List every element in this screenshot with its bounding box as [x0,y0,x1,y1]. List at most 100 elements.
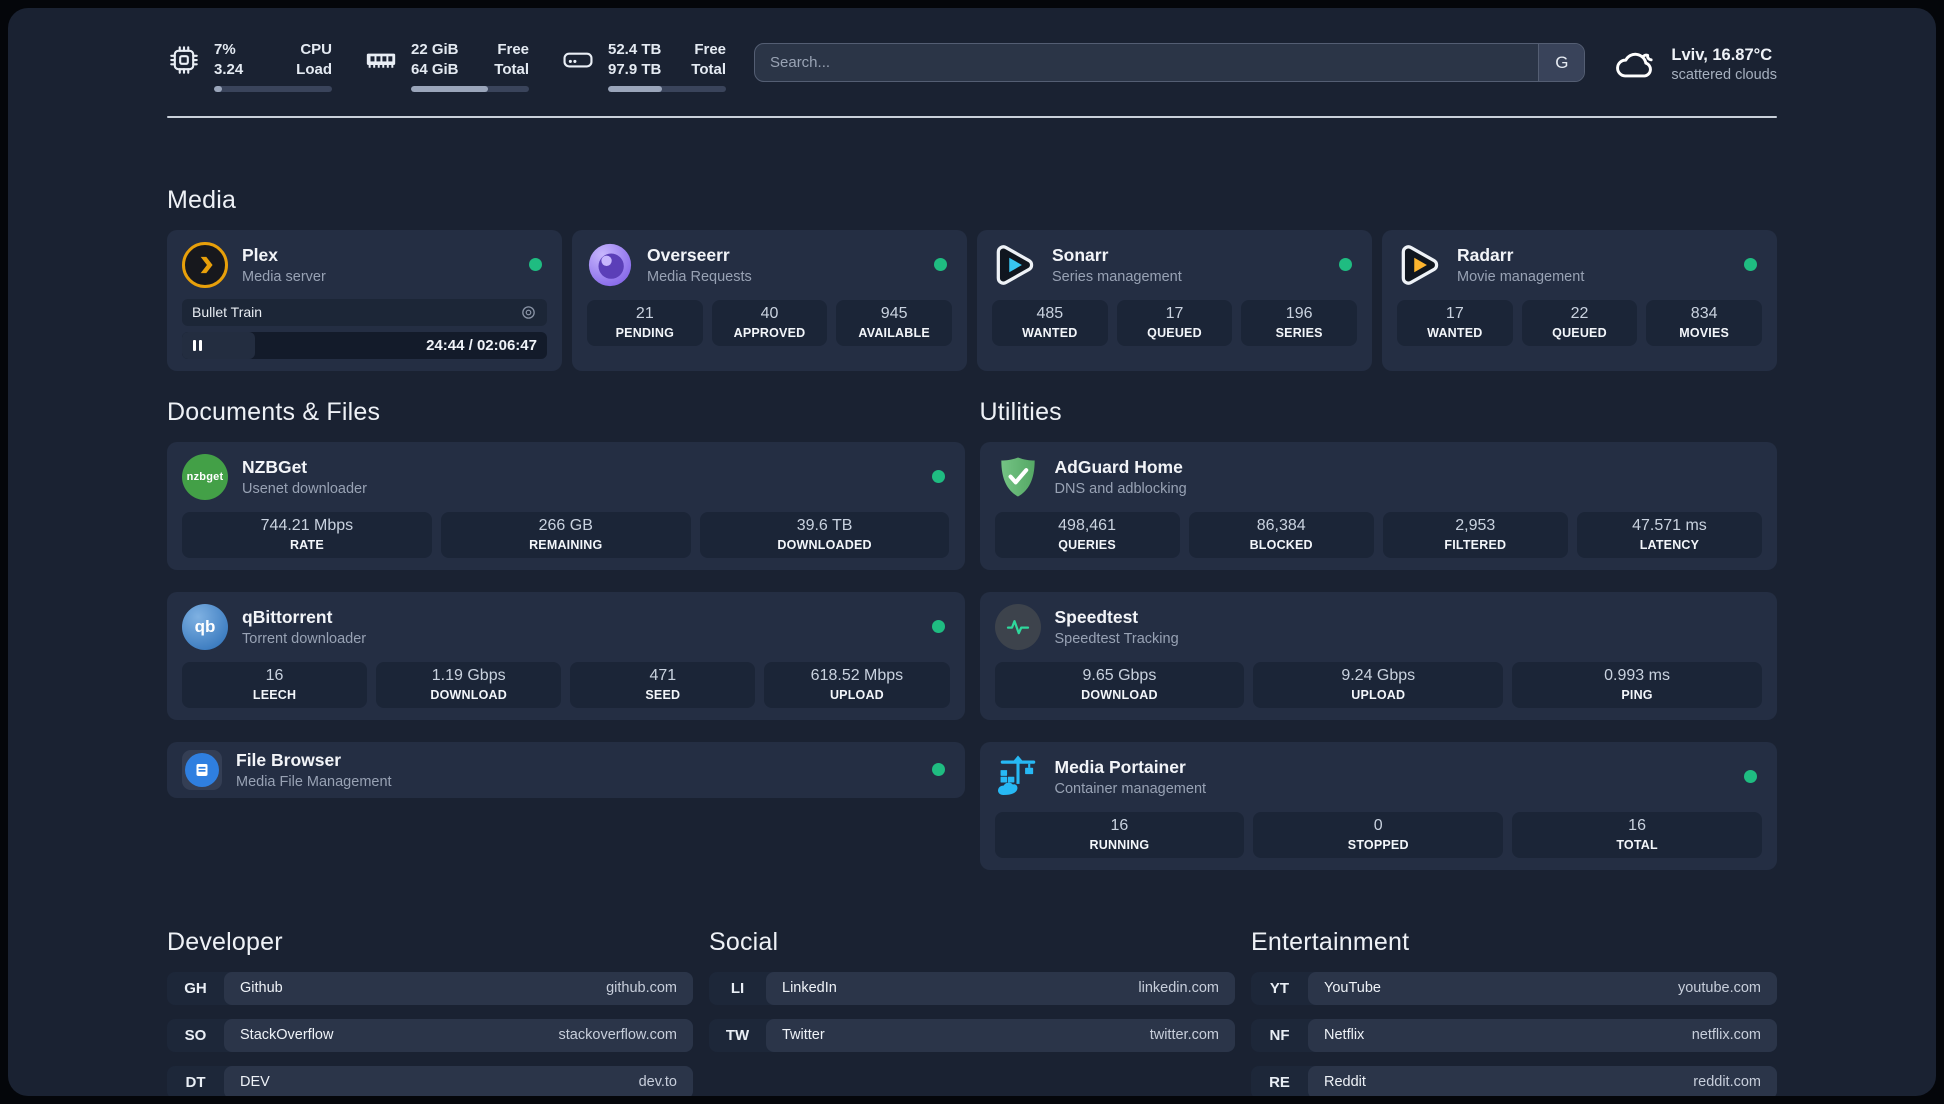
search-bar: G [754,43,1586,82]
cpu-progress-fill [214,85,223,92]
cloud-icon [1613,42,1657,86]
app-subtitle: Container management [1054,780,1207,797]
app-title: Plex [242,244,278,265]
app-title: Media Portainer [1054,756,1186,777]
bookmark-name: DEV [240,1074,270,1091]
stat-download: 1.19 Gbps DOWNLOAD [376,661,562,708]
bookmark-linkedin[interactable]: LI LinkedIn linkedin.com [709,971,1235,1005]
app-subtitle: Usenet downloader [242,480,367,497]
bookmark-url: twitter.com [1149,1027,1219,1044]
weather-condition: scattered clouds [1671,66,1777,83]
app-subtitle: Movie management [1457,268,1585,285]
qbittorrent-icon: qb [182,603,228,650]
app-title: Sonarr [1052,244,1109,265]
bookmark-name: Twitter [782,1027,825,1044]
status-online-dot [1744,257,1757,271]
stat-filtered: 2,953 FILTERED [1382,511,1568,558]
bookmark-github[interactable]: GH Github github.com [167,971,693,1005]
section-title-social: Social [709,927,779,956]
player-time: 24:44 / 02:06:47 [426,336,537,354]
bookmark-netflix[interactable]: NF Netflix netflix.com [1251,1018,1777,1052]
stat-leech: 16 LEECH [182,661,368,708]
stat-upload: 618.52 Mbps UPLOAD [764,661,950,708]
section-title-utilities: Utilities [979,397,1062,426]
app-card-overseerr[interactable]: Overseerr Media Requests 21 PENDING 40 A… [572,229,967,371]
bookmark-twitter[interactable]: TW Twitter twitter.com [709,1018,1235,1052]
stat-queries: 498,461 QUERIES [994,511,1180,558]
bookmark-url: reddit.com [1693,1074,1761,1091]
cpu-progress-bar [214,85,332,92]
bookmark-youtube[interactable]: YT YouTube youtube.com [1251,971,1777,1005]
bookmark-section-social: Social LI LinkedIn linkedin.com TW Twitt… [709,928,1235,1096]
status-online-dot [931,619,945,633]
app-title: NZBGet [242,456,308,477]
sonarr-icon [992,242,1038,288]
bookmark-name: LinkedIn [782,980,837,997]
now-playing-title: Bullet Train [192,304,263,321]
section-documents: Documents & Files nzbget NZBGet Usenet d… [167,398,965,798]
overseerr-icon [587,242,633,288]
section-utilities: Utilities AdGuard Home [979,397,1777,870]
bookmark-url: netflix.com [1691,1027,1761,1044]
bookmark-stackoverflow[interactable]: SO StackOverflow stackoverflow.com [167,1018,693,1052]
app-subtitle: Torrent downloader [242,630,367,647]
player-progress-bar[interactable]: 24:44 / 02:06:47 [182,331,547,359]
stat-stopped: 0 STOPPED [1253,811,1504,858]
cpu-stat: 7% CPU 3.24 Load [167,40,332,92]
status-online-dot [1744,769,1757,783]
memory-stat: 22 GiB Free 64 GiB Total [364,40,529,92]
stat-wanted: 485 WANTED [992,299,1108,346]
app-subtitle: Media Requests [647,268,752,285]
storage-free-value: 52.4 TB [608,41,662,58]
bookmark-url: dev.to [638,1074,677,1091]
disk-icon [561,43,595,77]
app-card-speedtest[interactable]: Speedtest Speedtest Tracking 9.65 Gbps D… [979,591,1777,720]
search-engine-button[interactable]: G [1538,44,1585,81]
weather-widget: Lviv, 16.87°C scattered clouds [1613,42,1777,86]
bookmark-url: stackoverflow.com [558,1027,677,1044]
bookmark-dev[interactable]: DT DEV dev.to [167,1065,693,1096]
stat-running: 16 RUNNING [994,811,1245,858]
bookmark-name: YouTube [1324,980,1381,997]
storage-progress-bar [608,85,726,92]
pause-icon [193,339,202,351]
app-card-plex[interactable]: Plex Media server Bullet Train 24:44 [167,229,562,371]
search-input[interactable] [755,54,1539,71]
bookmark-name: StackOverflow [240,1027,334,1044]
app-card-portainer[interactable]: Media Portainer Container management 16 … [979,741,1777,870]
app-card-sonarr[interactable]: Sonarr Series management 485 WANTED 17 Q… [977,229,1372,371]
bookmark-url: youtube.com [1677,980,1761,997]
app-card-nzbget[interactable]: nzbget NZBGet Usenet downloader 744.21 M… [167,441,965,570]
weather-location: Lviv, 16.87°C [1671,45,1773,64]
app-title: Radarr [1457,244,1514,265]
portainer-icon [995,754,1041,800]
app-subtitle: Media server [242,268,326,285]
app-card-filebrowser[interactable]: File Browser Media File Management [167,741,965,798]
status-online-dot [931,762,945,776]
cpu-load-value: 3.24 [214,60,244,78]
app-card-qbittorrent[interactable]: qb qBittorrent Torrent downloader 16 LEE… [167,591,965,720]
adguard-icon [995,454,1041,500]
now-playing-bar: Bullet Train [182,298,547,326]
app-subtitle: DNS and adblocking [1054,480,1187,497]
stat-movies: 834 MOVIES [1646,299,1762,346]
app-card-adguard[interactable]: AdGuard Home DNS and adblocking 498,461 … [979,441,1777,570]
bookmark-section-developer: Developer GH Github github.com SO StackO… [167,928,693,1096]
stat-queued: 22 QUEUED [1521,299,1638,346]
app-subtitle: Series management [1052,268,1182,285]
bookmark-reddit[interactable]: RE Reddit reddit.com [1251,1065,1777,1096]
memory-progress-bar [411,85,529,92]
bookmark-url: github.com [606,980,677,997]
nzbget-icon: nzbget [182,453,228,500]
stat-latency: 47.571 ms LATENCY [1576,511,1762,558]
app-title: File Browser [236,749,342,770]
storage-total-value: 97.9 TB [608,60,662,78]
storage-free-label: Free [694,41,726,58]
stat-wanted: 17 WANTED [1397,299,1513,346]
status-online-dot [931,469,945,483]
plex-icon [182,241,228,288]
bookmark-url: linkedin.com [1138,980,1219,997]
session-target-icon [520,304,537,321]
app-card-radarr[interactable]: Radarr Movie management 17 WANTED 22 QUE… [1382,229,1777,371]
app-title: qBittorrent [242,606,333,627]
